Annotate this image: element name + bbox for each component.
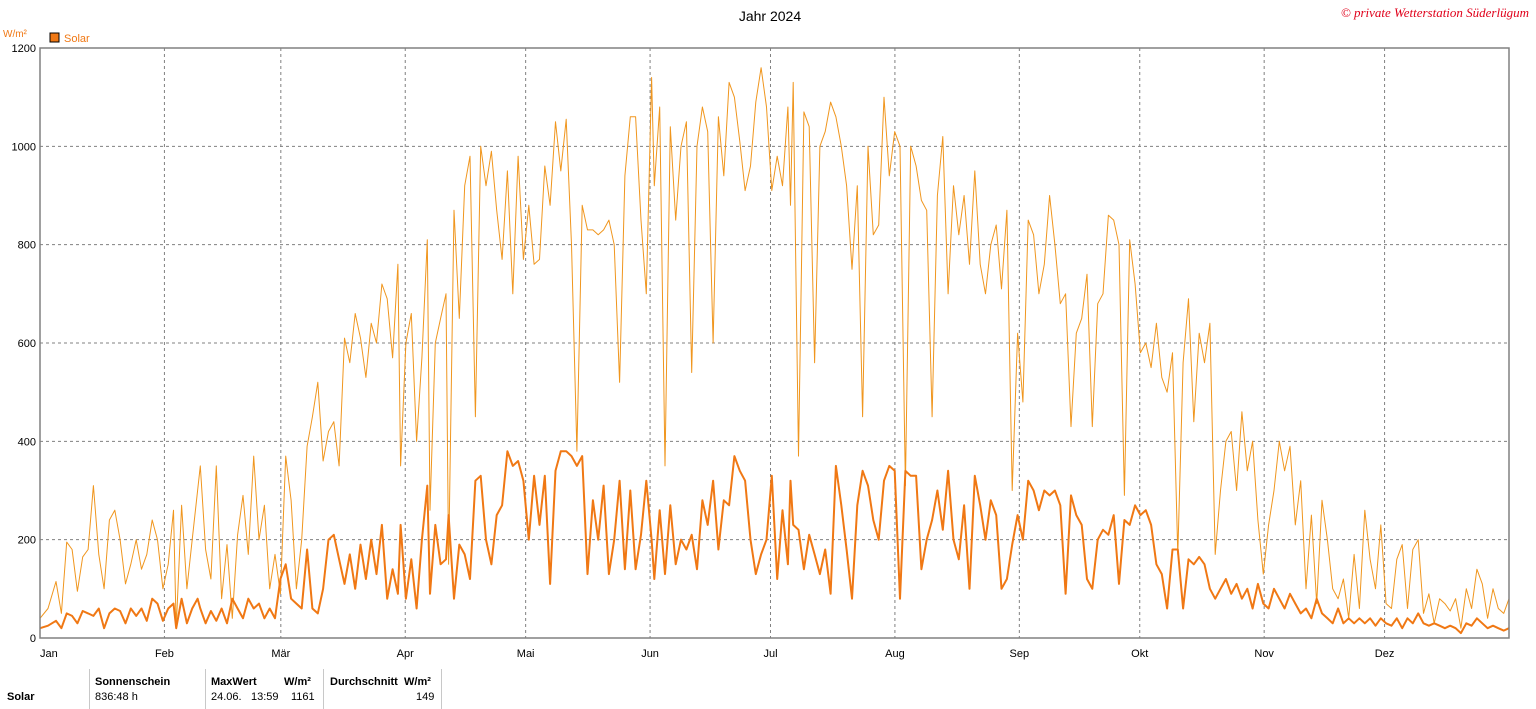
x-tick-label-1: Jan	[40, 648, 58, 660]
legend-swatch	[49, 32, 60, 43]
sonnenschein-value: 836:48 h	[95, 691, 138, 703]
series-layer	[39, 67, 1510, 635]
x-tick-label-8: Aug	[885, 648, 905, 660]
y-tick-label: 400	[18, 436, 36, 448]
durchschnitt-unit: W/m²	[404, 676, 431, 688]
footer-row-label: Solar	[7, 691, 35, 703]
x-tick-label-3: Mär	[271, 648, 290, 660]
footer-divider	[441, 669, 442, 709]
plot-frame	[39, 47, 1510, 639]
statistics-footer: Solar Sonnenschein 836:48 h MaxWert W/m²…	[0, 669, 1536, 709]
x-tick-label-2: Feb	[155, 648, 174, 660]
y-tick-label: 200	[18, 535, 36, 547]
y-tick-label: 1200	[12, 43, 36, 55]
copyright-text: © private Wetterstation Süderlügum	[1341, 5, 1529, 20]
maxwert-value: 1161	[291, 691, 315, 703]
footer-divider	[323, 669, 324, 709]
y-tick-label: 800	[18, 240, 36, 252]
y-tick-label: 1000	[12, 141, 36, 153]
y-tick-label: 600	[18, 338, 36, 350]
footer-divider	[89, 669, 90, 709]
x-tick-label-12: Dez	[1375, 648, 1395, 660]
grid-lines	[40, 48, 1509, 638]
durchschnitt-value: 149	[416, 691, 435, 703]
maxwert-header: MaxWert	[211, 676, 257, 688]
x-tick-label-7: Jul	[763, 648, 777, 660]
x-tick-label-9: Sep	[1010, 648, 1030, 660]
x-tick-label-6: Jun	[641, 648, 659, 660]
x-tick-label-4: Apr	[397, 648, 414, 660]
x-tick-label-10: Okt	[1131, 648, 1148, 660]
series-line-solar-max	[39, 67, 1510, 629]
series-line-solar-mean	[39, 450, 1510, 635]
durchschnitt-header: Durchschnitt	[330, 676, 398, 688]
x-tick-label-5: Mai	[517, 648, 535, 660]
chart-title: Jahr 2024	[739, 8, 801, 24]
y-tick-label: 0	[30, 633, 36, 645]
x-tick-labels: Jan Feb Mär Apr Mai Jun Jul Aug Sep Okt Nov Dez	[40, 648, 1394, 660]
x-tick-label-11: Nov	[1254, 648, 1274, 660]
maxwert-unit: W/m²	[284, 676, 311, 688]
footer-divider	[205, 669, 206, 709]
maxwert-time: 13:59	[251, 691, 279, 703]
y-axis-unit-label: W/m²	[3, 29, 28, 40]
solar-chart: 0 200 400 600 800 1000 1200 Jan Feb Mär Apr Mai Jun…	[3, 5, 1529, 660]
legend-entry-solar: Solar	[64, 33, 90, 45]
maxwert-date: 24.06.	[211, 691, 242, 703]
sonnenschein-header: Sonnenschein	[95, 676, 171, 688]
y-tick-labels: 0 200 400 600 800 1000 1200	[12, 43, 36, 645]
